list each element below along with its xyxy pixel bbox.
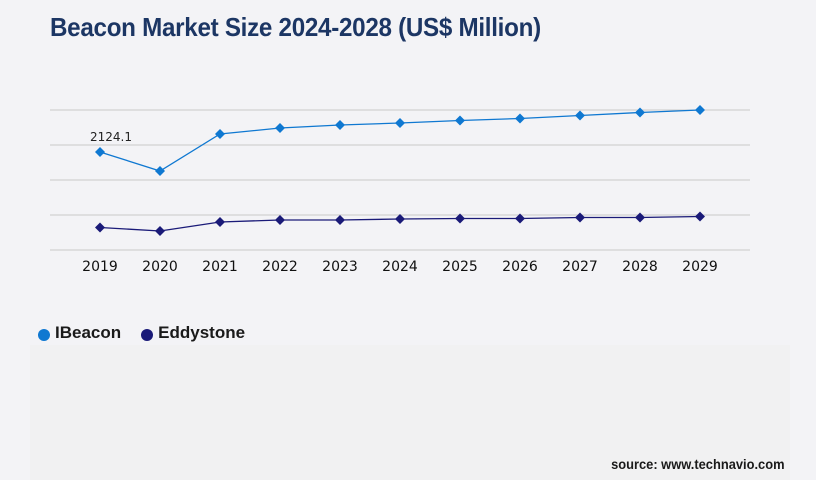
- x-tick-label: 2019: [82, 259, 118, 275]
- data-point-marker: [695, 211, 705, 222]
- data-point-marker: [275, 122, 285, 133]
- x-tick-label: 2029: [682, 259, 718, 275]
- legend-item-ibeacon[interactable]: IBeacon: [38, 323, 121, 343]
- line-chart: 2019 2020 2021 2022 2023 2024 2025 2026 2027 2028…: [50, 105, 750, 275]
- data-point-marker: [215, 216, 225, 227]
- series-lines: [99, 109, 701, 232]
- data-point-marker: [215, 129, 225, 140]
- data-point-marker: [695, 105, 705, 115]
- data-point-marker: [95, 146, 105, 157]
- legend-marker-icon: [38, 328, 50, 341]
- x-tick-label: 2025: [442, 259, 478, 275]
- data-point-marker: [155, 165, 165, 176]
- data-label: 2124.1: [90, 130, 132, 144]
- x-tick-label: 2024: [382, 259, 418, 275]
- x-axis-tick-labels: 2019 2020 2021 2022 2023 2024 2025 2026 2027 2028…: [82, 259, 718, 275]
- x-tick-label: 2020: [142, 259, 178, 275]
- x-tick-label: 2022: [262, 259, 298, 275]
- data-point-marker: [395, 214, 405, 225]
- data-point-marker: [335, 215, 345, 226]
- series-markers: [95, 105, 705, 237]
- data-point-marker: [395, 118, 405, 129]
- chart-title: Beacon Market Size 2024-2028 (US$ Millio…: [50, 12, 541, 42]
- source-credit: source: www.technavio.com: [611, 456, 785, 472]
- legend-label: IBeacon: [55, 323, 122, 342]
- footer-panel: [30, 345, 790, 480]
- data-point-marker: [635, 212, 645, 223]
- gridlines: [50, 109, 750, 251]
- legend-marker-icon: [141, 328, 154, 341]
- x-tick-label: 2021: [202, 259, 238, 275]
- x-tick-label: 2023: [322, 259, 358, 275]
- data-point-marker: [275, 215, 285, 226]
- data-point-marker: [95, 222, 105, 233]
- data-point-marker: [455, 213, 465, 224]
- x-tick-label: 2027: [562, 259, 598, 275]
- data-point-marker: [455, 115, 465, 126]
- legend-label: Eddystone: [158, 323, 246, 342]
- legend: IBeacon Eddystone: [38, 323, 245, 343]
- data-point-marker: [635, 107, 645, 118]
- data-point-marker: [575, 110, 585, 121]
- data-point-marker: [575, 212, 585, 223]
- legend-item-eddystone[interactable]: Eddystone: [141, 323, 245, 343]
- data-point-marker: [515, 213, 525, 224]
- x-tick-label: 2026: [502, 259, 538, 275]
- data-point-marker: [335, 119, 345, 130]
- data-point-marker: [515, 113, 525, 124]
- x-tick-label: 2028: [622, 259, 658, 275]
- data-point-marker: [155, 226, 165, 237]
- data-labels: 2124.1: [90, 130, 132, 144]
